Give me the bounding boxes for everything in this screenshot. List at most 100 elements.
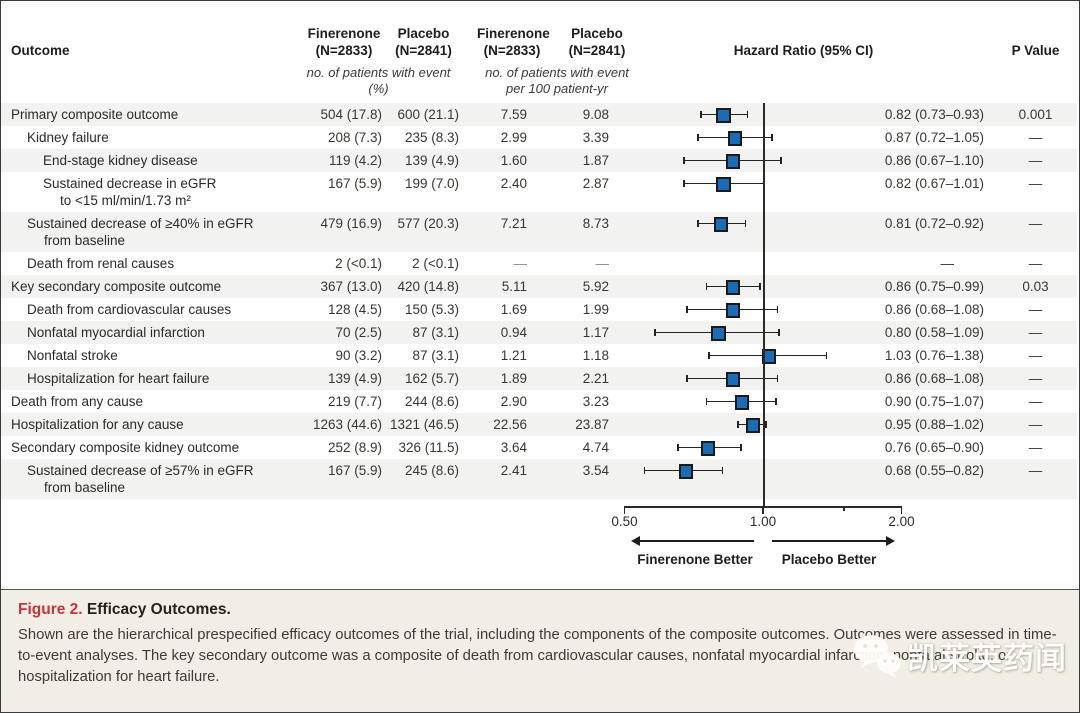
finerenone-n-value: 208 (7.3): [327, 130, 382, 145]
finerenone-n-value: 219 (7.7): [327, 394, 382, 409]
p-value: —: [1028, 216, 1043, 231]
hr-point-marker: [700, 441, 716, 456]
forest-plot-cell: [613, 275, 856, 298]
table-row: Sustained decrease of ≥40% in eGFR from b…: [1, 212, 1077, 252]
p-value: —: [1028, 348, 1043, 363]
forest-plot-cell: [613, 321, 856, 344]
table-row: Kidney failure 208 (7.3) 235 (8.3) 2.99 …: [1, 126, 1077, 149]
outcome-label: Death from any cause: [11, 394, 144, 409]
table-row: Hospitalization for heart failure 139 (4…: [1, 367, 1077, 390]
ci-cap-low: [697, 219, 700, 228]
finerenone-rate-value: 1.89: [500, 371, 527, 386]
outcome-label: End-stage kidney disease: [43, 153, 198, 168]
forest-plot-cell: [613, 212, 856, 235]
table-row: Nonfatal stroke 90 (3.2) 87 (3.1) 1.21 1…: [1, 344, 1077, 367]
finerenone-rate-value: 7.21: [500, 216, 527, 231]
table-row: Primary composite outcome 504 (17.8) 600…: [1, 103, 1077, 126]
finerenone-rate-value: 1.60: [500, 153, 527, 168]
forest-plot-cell: [613, 413, 856, 436]
column-header-outcome: Outcome: [11, 43, 70, 58]
p-value: —: [1028, 440, 1043, 455]
ci-cap-high: [776, 305, 779, 314]
finerenone-n-value: 2 (<0.1): [335, 256, 382, 271]
forest-plot-cell: [613, 172, 856, 195]
hr-point-marker: [745, 418, 761, 433]
placebo-rate-value: 2.21: [582, 371, 609, 386]
p-value: —: [1028, 256, 1043, 271]
ci-cap-high: [778, 328, 781, 337]
table-header-row: Outcome Finerenone (N=2833) Placebo (N=284…: [1, 1, 1077, 59]
finerenone-rate-value: 2.90: [500, 394, 527, 409]
placebo-n-value: 199 (7.0): [404, 176, 459, 191]
forest-plot-cell: [613, 149, 856, 172]
table-subheader-row: no. of patients with event (%) no. of pa…: [1, 59, 1077, 103]
ci-cap-low: [643, 466, 646, 475]
p-value: —: [1028, 463, 1043, 478]
hazard-ratio-text: 0.80 (0.58–1.09): [884, 325, 984, 340]
p-value: —: [1028, 176, 1043, 191]
placebo-rate-value: 5.92: [582, 279, 609, 294]
ci-cap-low: [676, 443, 679, 452]
axis-minor-tick: [843, 506, 845, 511]
ci-cap-high: [825, 351, 828, 360]
hazard-ratio-text: 1.03 (0.76–1.38): [884, 348, 984, 363]
p-value: —: [1028, 417, 1043, 432]
finerenone-rate-value: —: [513, 256, 528, 271]
finerenone-n-value: 504 (17.8): [320, 107, 382, 122]
ci-cap-high: [721, 466, 724, 475]
finerenone-rate-value: 3.64: [500, 440, 527, 455]
ci-cap-low: [685, 305, 688, 314]
outcome-label: Hospitalization for any cause: [11, 417, 184, 432]
table-row: Sustained decrease in eGFR to <15 ml/min/…: [1, 172, 1077, 212]
hr-point-marker: [725, 280, 741, 295]
ci-cap-high: [765, 420, 767, 429]
placebo-rate-value: 4.74: [582, 440, 609, 455]
forest-plot-cell: [613, 436, 856, 459]
forest-plot-cell: [613, 390, 856, 413]
ci-cap-low: [697, 133, 700, 142]
hazard-ratio-text: 0.82 (0.67–1.01): [884, 176, 984, 191]
hazard-ratio-text: 0.86 (0.68–1.08): [884, 371, 984, 386]
hr-point-marker: [725, 303, 741, 318]
placebo-n-value: 244 (8.6): [404, 394, 459, 409]
hr-point-marker: [713, 217, 729, 232]
placebo-rate-value: 2.87: [582, 176, 609, 191]
p-value: —: [1028, 371, 1043, 386]
reference-line-1: [763, 103, 765, 507]
p-value: —: [1028, 394, 1043, 409]
finerenone-n-value: 252 (8.9): [327, 440, 382, 455]
figure-title: Efficacy Outcomes.: [86, 601, 231, 618]
finerenone-rate-value: 0.94: [500, 325, 527, 340]
figure-number: Figure 2.: [18, 601, 83, 618]
forest-plot-cell: [613, 459, 856, 482]
finerenone-rate-value: 1.21: [500, 348, 527, 363]
hr-point-marker: [678, 464, 694, 479]
hazard-ratio-text: 0.81 (0.72–0.92): [884, 216, 984, 231]
outcome-label: Secondary composite kidney outcome: [11, 440, 240, 455]
hazard-ratio-text: 0.82 (0.73–0.93): [884, 107, 984, 122]
axis-tick: [762, 506, 764, 514]
finerenone-rate-value: 2.41: [500, 463, 527, 478]
finerenone-n-value: 167 (5.9): [327, 463, 382, 478]
finerenone-n-value: 479 (16.9): [320, 216, 382, 231]
axis-tick-label: 1.00: [749, 514, 777, 529]
placebo-rate-value: 3.39: [582, 130, 609, 145]
outcome-label: Sustained decrease of ≥40% in eGFR from b…: [27, 216, 254, 248]
ci-cap-high: [770, 133, 773, 142]
ci-cap-low: [708, 351, 710, 360]
placebo-n-value: 162 (5.7): [404, 371, 459, 386]
placebo-better-arrow: [772, 536, 895, 545]
finerenone-rate-value: 2.99: [500, 130, 527, 145]
finerenone-n-value: 70 (2.5): [335, 325, 382, 340]
hazard-ratio-text: 0.95 (0.88–1.02): [884, 417, 984, 432]
finerenone-rate-value: 1.69: [500, 302, 527, 317]
outcome-label: Key secondary composite outcome: [11, 279, 222, 294]
axis-tick-label: 0.50: [611, 514, 638, 529]
forest-plot-cell: [613, 103, 856, 126]
axis-tick: [623, 506, 626, 514]
p-value: 0.001: [1018, 107, 1053, 122]
table-row: Death from renal causes 2 (<0.1) 2 (<0.1…: [1, 252, 1077, 275]
table-body: Primary composite outcome 504 (17.8) 600…: [1, 103, 1077, 499]
ci-cap-high: [776, 374, 779, 383]
caption-body: Shown are the hierarchical prespecified …: [18, 627, 1057, 685]
